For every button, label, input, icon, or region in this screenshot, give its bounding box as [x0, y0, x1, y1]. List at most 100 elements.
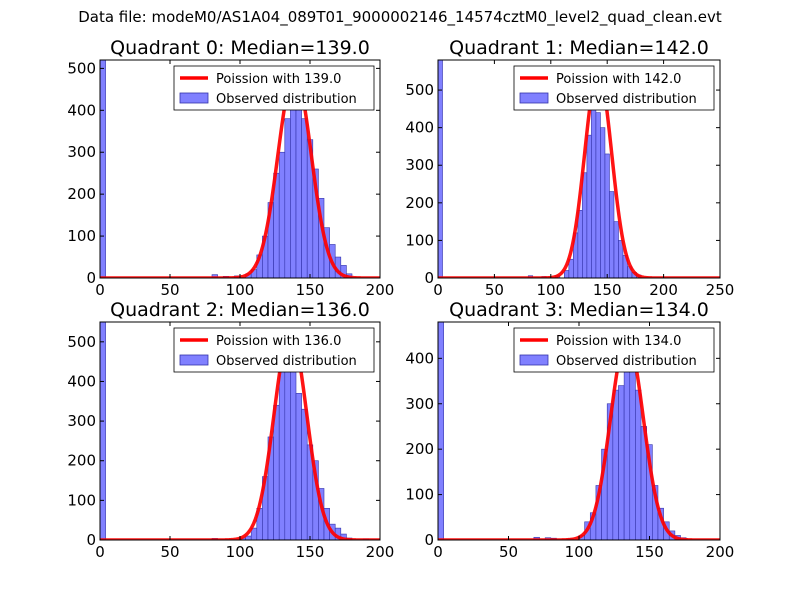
- histogram-bar: [295, 84, 302, 278]
- histogram-bar: [438, 322, 444, 540]
- x-tick-label: 0: [95, 281, 105, 299]
- x-tick-label: 50: [160, 543, 179, 561]
- histogram-bar: [612, 389, 619, 540]
- y-tick-label: 300: [405, 156, 434, 174]
- histogram-bar: [301, 118, 308, 278]
- x-tick-label: 100: [536, 281, 565, 299]
- histogram-bar: [582, 172, 588, 278]
- histogram-bar: [629, 344, 636, 540]
- legend-curve-label: Poission with 142.0: [556, 72, 681, 87]
- y-tick-label: 0: [424, 531, 434, 549]
- histogram-bar: [284, 118, 291, 278]
- histogram-bar: [591, 108, 597, 278]
- subplot-title: Quadrant 1: Median=142.0: [449, 37, 709, 59]
- y-tick-label: 200: [67, 185, 96, 203]
- legend-bar-swatch: [179, 92, 209, 104]
- subplot-title: Quadrant 2: Median=136.0: [110, 299, 370, 321]
- y-tick-label: 100: [405, 231, 434, 249]
- subplot-quadrant-3: 0 50 100 150 200 0 100 200 300 400 Quadrant 3: Med…: [405, 299, 734, 561]
- legend-bar-swatch: [179, 354, 209, 366]
- y-tick-label: 0: [86, 269, 96, 287]
- histogram-bar: [635, 389, 642, 540]
- y-tick-label: 200: [67, 452, 96, 470]
- histogram-bar: [273, 404, 280, 540]
- y-tick-label: 100: [67, 491, 96, 509]
- legend-curve-label: Poission with 139.0: [216, 72, 341, 87]
- y-tick-label: 300: [67, 412, 96, 430]
- histogram-bar: [284, 349, 291, 540]
- x-tick-label: 150: [593, 281, 622, 299]
- legend: Poission with 134.0 Observed distribution: [513, 327, 715, 373]
- legend-bar-label: Observed distribution: [556, 354, 697, 369]
- histogram-bar: [278, 361, 286, 540]
- histogram-bar: [618, 385, 625, 540]
- histogram-bar: [604, 153, 610, 278]
- legend-bar-label: Observed distribution: [556, 92, 697, 107]
- y-tick-label: 0: [424, 269, 434, 287]
- x-tick-label: 0: [433, 543, 443, 561]
- bar-series: [438, 60, 642, 278]
- legend-bar-label: Observed distribution: [216, 92, 357, 107]
- subplot-quadrant-2: 0 50 100 150 200 0 100 200 300 400 500 Quadrant 2: …: [67, 299, 394, 561]
- x-tick-label: 100: [226, 543, 255, 561]
- legend-bar-swatch: [519, 354, 549, 366]
- x-tick-label: 50: [485, 281, 504, 299]
- y-tick-label: 200: [405, 194, 434, 212]
- x-tick-label: 150: [296, 543, 325, 561]
- x-tick-label: 50: [499, 543, 518, 561]
- bar-series: [100, 60, 353, 278]
- histogram-bar: [301, 408, 308, 540]
- x-tick-label: 250: [706, 281, 735, 299]
- histogram-bar: [600, 127, 606, 278]
- histogram-bar: [295, 393, 302, 540]
- y-tick-label: 100: [67, 227, 96, 245]
- y-tick-label: 0: [86, 531, 96, 549]
- legend-box: [173, 327, 375, 373]
- x-tick-label: 100: [565, 543, 594, 561]
- y-tick-label: 100: [405, 486, 434, 504]
- figure-suptitle: Data file: modeM0/AS1A04_089T01_90000021…: [78, 8, 722, 26]
- legend: Poission with 139.0 Observed distribution: [173, 65, 375, 111]
- y-tick-label: 400: [405, 119, 434, 137]
- y-tick-label: 200: [405, 440, 434, 458]
- histogram-bar: [438, 60, 443, 278]
- x-tick-label: 0: [433, 281, 443, 299]
- poisson-curve: [438, 69, 720, 278]
- legend: Poission with 142.0 Observed distribution: [513, 65, 715, 111]
- y-tick-label: 500: [67, 59, 96, 77]
- histogram-bar: [609, 191, 615, 278]
- x-tick-label: 150: [296, 281, 325, 299]
- legend-curve-label: Poission with 136.0: [216, 334, 341, 349]
- histogram-bar: [577, 210, 583, 278]
- y-tick-label: 500: [67, 333, 96, 351]
- y-tick-label: 300: [67, 143, 96, 161]
- histogram-bar: [290, 93, 297, 278]
- legend-curve-label: Poission with 134.0: [556, 334, 681, 349]
- legend: Poission with 136.0 Observed distribution: [173, 327, 375, 373]
- y-tick-label: 400: [67, 372, 96, 390]
- histogram-bar: [618, 240, 624, 278]
- x-tick-label: 50: [160, 281, 179, 299]
- histogram-bar: [100, 322, 106, 540]
- bar-series: [438, 322, 687, 540]
- y-tick-label: 400: [405, 349, 434, 367]
- histogram-bar: [100, 60, 106, 278]
- y-tick-label: 400: [67, 101, 96, 119]
- histogram-bar: [564, 270, 570, 278]
- y-tick-label: 500: [405, 81, 434, 99]
- x-tick-label: 200: [366, 543, 395, 561]
- x-tick-label: 200: [649, 281, 678, 299]
- x-tick-label: 100: [226, 281, 255, 299]
- subplot-quadrant-0: 0 50 100 150 200 0 100 200 300 400 500 Quadrant 0: …: [67, 37, 394, 299]
- axes-frame: [437, 59, 721, 279]
- subplot-title: Quadrant 0: Median=139.0: [110, 37, 370, 59]
- histogram-bar: [613, 221, 619, 278]
- x-tick-label: 200: [366, 281, 395, 299]
- histogram-bar: [595, 112, 601, 278]
- x-tick-label: 0: [95, 543, 105, 561]
- legend-bar-label: Observed distribution: [216, 354, 357, 369]
- y-tick-label: 300: [405, 395, 434, 413]
- histogram-bar: [586, 134, 592, 278]
